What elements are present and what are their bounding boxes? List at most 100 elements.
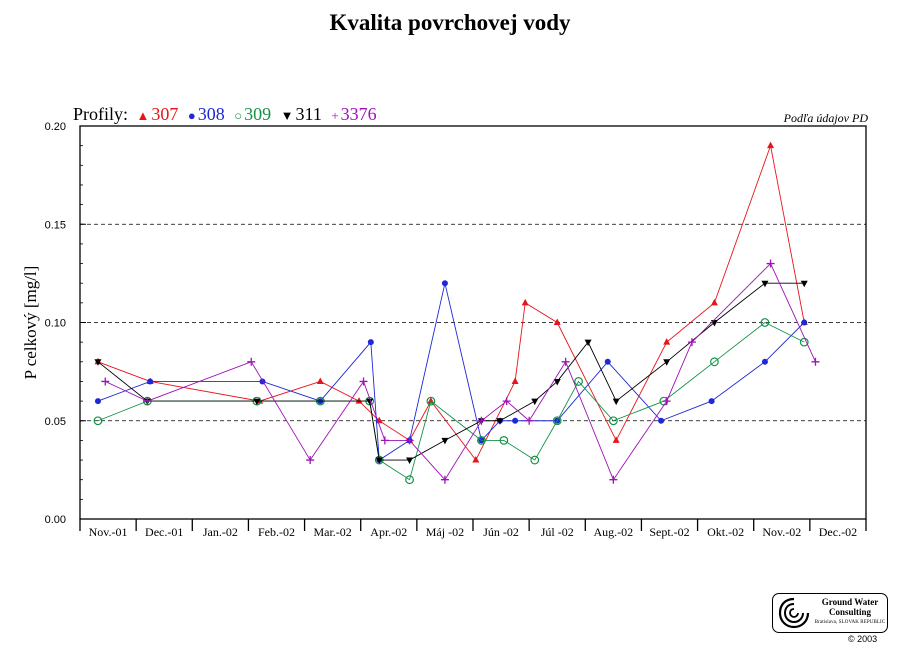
plus-icon: + [331, 108, 339, 123]
point-311-11 [584, 339, 592, 347]
point-3376-14 [687, 338, 696, 347]
legend-item-308: ● 308 [188, 104, 229, 124]
point-308-10 [512, 417, 519, 424]
point-311-10 [553, 378, 561, 386]
x-category-label-13: Dec.-02 [819, 525, 857, 539]
point-308-1 [147, 378, 154, 385]
swirl-logo-icon [778, 597, 810, 629]
point-309-9 [499, 436, 509, 445]
y-axis-label: P celkový [mg/l] [21, 266, 40, 380]
point-311-15 [761, 280, 769, 288]
legend-text-309: 309 [244, 104, 272, 124]
legend-item-307: ▲ 307 [137, 104, 183, 124]
point-307-4 [355, 397, 363, 404]
point-308-0 [94, 398, 101, 405]
series-line-3376 [105, 262, 816, 481]
point-311-0 [94, 359, 102, 366]
point-307-9 [511, 377, 519, 384]
point-309-16 [760, 318, 770, 327]
logo-place: Bratislava, SLOVAK REPUBLIC [814, 620, 886, 625]
point-311-14 [710, 320, 718, 327]
point-309-12 [574, 377, 583, 386]
point-3376-11 [561, 357, 570, 366]
chart-title: Kvalita povrchovej vody [329, 10, 571, 35]
point-3376-4 [359, 377, 368, 386]
point-3376-10 [525, 416, 534, 425]
open-circle-icon: ○ [234, 108, 243, 123]
point-309-13 [608, 416, 618, 426]
point-311-5 [406, 457, 414, 465]
point-307-11 [553, 318, 561, 325]
point-3376-8 [477, 416, 486, 425]
point-3376-0 [101, 377, 110, 386]
x-category-label-11: Okt.-02 [707, 525, 744, 539]
point-3376-9 [502, 397, 511, 406]
logo-company-name: Ground Water Consulting [815, 597, 885, 617]
point-311-8 [496, 418, 504, 425]
x-category-label-1: Dec.-01 [145, 525, 183, 539]
point-309-11 [552, 416, 562, 426]
point-311-4 [375, 457, 383, 465]
point-307-15 [767, 141, 775, 149]
x-category-label-3: Feb.-02 [258, 525, 295, 539]
triangle-down-icon: ▼ [280, 108, 294, 123]
point-307-8 [472, 456, 480, 463]
point-308-13 [658, 417, 665, 424]
y-tick-label-4: 0.20 [45, 121, 66, 133]
point-308-16 [801, 319, 808, 326]
point-309-15 [710, 357, 719, 367]
point-311-12 [612, 398, 620, 406]
point-309-10 [530, 455, 540, 465]
x-category-label-12: Nov.-02 [762, 525, 801, 539]
point-308-12 [604, 358, 611, 365]
x-category-label-4: Mar.-02 [313, 525, 351, 539]
point-309-6 [405, 475, 414, 485]
point-307-13 [663, 338, 671, 345]
legend-text-308: 308 [197, 104, 225, 124]
point-308-15 [761, 358, 768, 365]
point-3376-2 [247, 357, 256, 366]
x-category-label-0: Nov.-01 [89, 525, 128, 539]
legend-item-309: ○ 309 [234, 104, 275, 124]
x-category-label-6: Máj -02 [426, 525, 464, 539]
legend-text-3376: 3376 [340, 104, 377, 124]
legend: Profily: ▲ 307 ● 308 ○ 309 ▼ 311 +3376 [73, 104, 382, 125]
point-3376-7 [440, 475, 449, 484]
point-311-13 [663, 359, 671, 366]
point-3376-5 [380, 436, 389, 445]
y-tick-label-1: 0.05 [45, 416, 66, 428]
point-307-14 [710, 298, 718, 306]
legend-text-311: 311 [295, 104, 322, 124]
x-category-label-10: Sept.-02 [649, 525, 689, 539]
point-307-3 [316, 377, 324, 384]
x-category-label-5: Apr.-02 [370, 525, 407, 539]
copyright: © 2003 [848, 634, 878, 644]
point-309-0 [93, 416, 103, 426]
point-308-7 [441, 280, 448, 287]
logo-name-line2: Consulting [828, 607, 872, 617]
x-category-label-7: Jún -02 [483, 525, 519, 539]
point-309-7 [426, 396, 436, 406]
point-311-16 [800, 280, 808, 288]
point-307-12 [612, 436, 620, 443]
source-note: Podľa údajov PD [783, 111, 868, 125]
point-311-6 [441, 437, 449, 445]
point-3376-12 [609, 475, 618, 484]
legend-item-3376: +3376 [331, 104, 376, 124]
legend-item-311: ▼ 311 [281, 104, 327, 124]
point-3376-3 [306, 456, 315, 465]
legend-text-307: 307 [151, 104, 179, 124]
point-3376-15 [766, 259, 775, 268]
point-3376-16 [811, 357, 820, 366]
point-309-8 [477, 436, 486, 445]
series-line-308 [97, 283, 805, 461]
y-tick-label-2: 0.10 [45, 318, 66, 330]
point-307-10 [521, 298, 529, 306]
triangle-up-icon: ▲ [136, 108, 150, 123]
point-311-2 [253, 398, 261, 406]
legend-label: Profily: [73, 104, 129, 124]
y-tick-label-0: 0.00 [45, 514, 66, 526]
point-311-3 [366, 398, 374, 406]
x-category-label-9: Aug.-02 [594, 525, 634, 539]
